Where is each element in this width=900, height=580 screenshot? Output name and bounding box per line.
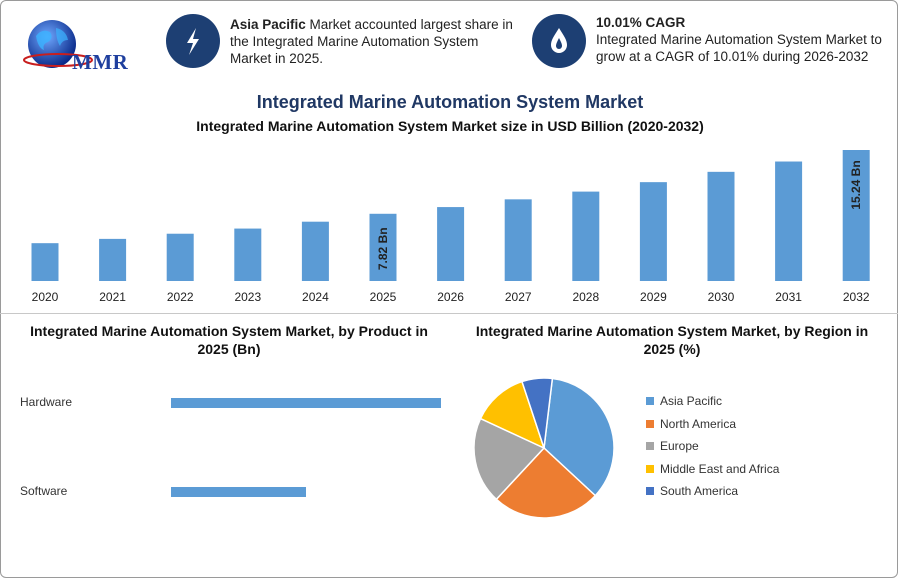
legend-swatch xyxy=(646,442,654,450)
bar-2030 xyxy=(707,171,735,281)
x-tick-2032: 2032 xyxy=(843,290,870,304)
pie-slice-europe xyxy=(473,417,546,501)
bar-2028 xyxy=(572,191,600,281)
bar-2029 xyxy=(639,182,667,281)
legend-swatch xyxy=(646,487,654,495)
data-label-2025: 7.82 Bn xyxy=(376,227,390,270)
x-tick-2031: 2031 xyxy=(775,290,802,304)
data-label-2032: 15.24 Bn xyxy=(849,160,863,209)
mmr-logo xyxy=(18,16,138,78)
x-tick-2026: 2026 xyxy=(437,290,464,304)
hbar-label-hardware: Hardware xyxy=(20,395,73,409)
pie-slice-middle-east-and-africa xyxy=(479,380,546,450)
product-chart-title: Integrated Marine Automation System Mark… xyxy=(30,323,428,357)
info-left-text: Market accounted largest share in the In… xyxy=(230,17,513,66)
info-right-bold: 10.01% CAGR xyxy=(596,15,686,30)
info-right: 10.01% CAGR Integrated Marine Automation… xyxy=(596,14,886,65)
x-tick-2028: 2028 xyxy=(572,290,599,304)
region-pie-chart xyxy=(473,377,615,519)
bar-2023 xyxy=(234,228,262,281)
legend-swatch xyxy=(646,419,654,428)
x-tick-2030: 2030 xyxy=(708,290,735,304)
section-divider xyxy=(0,313,898,314)
legend-label: North America xyxy=(660,416,737,431)
flame-drop-icon xyxy=(532,14,586,68)
legend-swatch xyxy=(646,464,654,473)
product-bar-chart xyxy=(171,398,441,497)
legend-label: Europe xyxy=(660,439,699,453)
market-size-bar-chart: 2020 2021 2022 2023 2024 2025 7.82 Bn 2026 2027 2… xyxy=(31,150,870,304)
bar-2025 xyxy=(369,213,397,281)
info-right-text: Integrated Marine Automation System Mark… xyxy=(596,32,882,64)
x-tick-2021: 2021 xyxy=(99,290,126,304)
logo-text: MMR xyxy=(72,50,129,74)
main-title: Integrated Marine Automation System Mark… xyxy=(256,92,644,112)
bar-2021 xyxy=(99,238,127,281)
legend-label: Middle East and Africa xyxy=(660,461,780,476)
region-chart-title: Integrated Marine Automation System Mark… xyxy=(475,323,869,357)
x-tick-2027: 2027 xyxy=(505,290,532,304)
pie-slice-north-america xyxy=(495,446,597,519)
legend-label: South America xyxy=(660,484,739,498)
legend-label: Asia Pacific xyxy=(660,394,723,408)
bar-2032 xyxy=(842,150,870,281)
lightning-bolt-icon xyxy=(166,14,220,68)
x-tick-2023: 2023 xyxy=(234,290,261,304)
x-tick-2020: 2020 xyxy=(32,290,59,304)
bar-2024 xyxy=(301,221,329,281)
x-tick-2025: 2025 xyxy=(370,290,397,304)
bar-2026 xyxy=(437,207,465,281)
pie-slice-south-america xyxy=(521,377,554,449)
hbar-hardware xyxy=(171,398,441,408)
bar-2031 xyxy=(775,161,803,281)
bar-chart-subtitle: Integrated Marine Automation System Mark… xyxy=(196,118,704,134)
info-left: Asia Pacific Market accounted largest sh… xyxy=(230,16,520,67)
x-tick-2029: 2029 xyxy=(640,290,667,304)
x-tick-2024: 2024 xyxy=(302,290,329,304)
bar-2027 xyxy=(504,199,532,281)
x-tick-2022: 2022 xyxy=(167,290,194,304)
globe-icon xyxy=(23,20,93,68)
pie-slice-asia-pacific xyxy=(543,377,615,497)
bar-2022 xyxy=(166,233,194,281)
hbar-software xyxy=(171,487,306,497)
legend-swatch xyxy=(646,397,654,405)
info-left-bold: Asia Pacific xyxy=(230,17,306,32)
hbar-label-software: Software xyxy=(20,484,68,498)
bar-2020 xyxy=(31,243,59,281)
